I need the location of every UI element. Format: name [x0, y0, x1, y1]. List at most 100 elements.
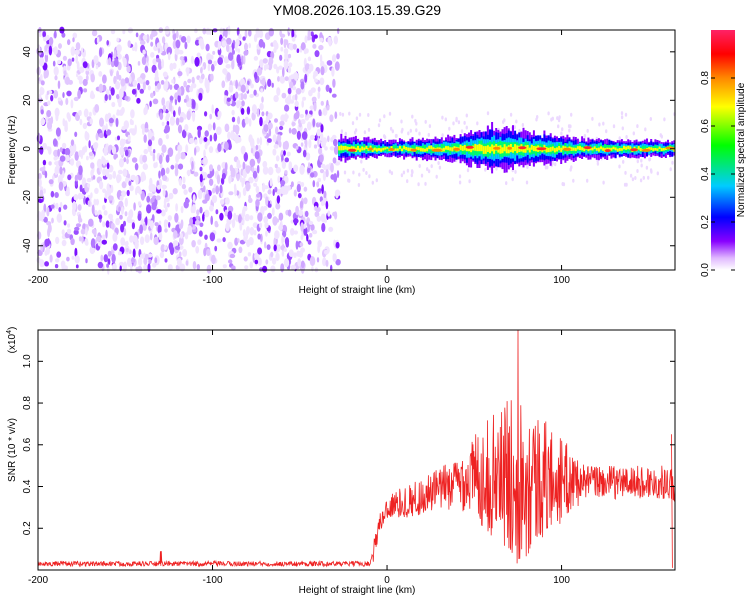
snr-y-tick-label: 1.0 — [22, 354, 33, 368]
heatmap-cell — [174, 212, 179, 223]
heatmap-cell — [440, 144, 443, 153]
heatmap-cell — [463, 144, 466, 151]
heatmap-cell — [183, 80, 187, 88]
heatmap-cell — [66, 186, 70, 194]
heatmap-cell — [39, 32, 42, 38]
heatmap-cell — [243, 152, 248, 162]
heatmap-cell — [158, 154, 163, 165]
spectrogram-y-tick-label: -20 — [22, 190, 33, 205]
heatmap-cell — [52, 138, 58, 147]
heatmap-cell — [307, 113, 312, 119]
heatmap-cell — [178, 251, 182, 257]
heatmap-cell — [296, 183, 301, 193]
snr-plot-area — [38, 330, 675, 570]
heatmap-cell — [207, 63, 211, 72]
heatmap-cell — [239, 175, 243, 183]
heatmap-cell — [166, 112, 171, 119]
heatmap-cell — [157, 60, 163, 70]
heatmap-cell — [134, 163, 139, 171]
heatmap-cell — [276, 195, 281, 204]
heatmap-cell — [278, 212, 284, 221]
heatmap-cell — [119, 214, 123, 220]
heatmap-cell — [140, 123, 147, 130]
heatmap-cell — [321, 184, 324, 195]
heatmap-cell — [98, 132, 104, 138]
heatmap-cell — [311, 96, 317, 103]
heatmap-cell — [94, 104, 100, 113]
heatmap-cell — [270, 251, 274, 258]
heatmap-cell — [250, 83, 254, 89]
heatmap-cell — [266, 244, 271, 251]
heatmap-cell — [239, 78, 246, 86]
heatmap-cell — [649, 117, 652, 121]
heatmap-cell — [107, 250, 112, 257]
heatmap-cell — [319, 77, 325, 86]
heatmap-cell — [206, 52, 212, 62]
snr-frame — [37, 329, 676, 571]
colorbar: 0.0 0.2 0.4 0.6 0.8 Normalized spectral ampl… — [700, 30, 747, 277]
heatmap-cell — [319, 154, 324, 163]
heatmap-cell — [97, 261, 104, 269]
heatmap-cell — [258, 30, 264, 38]
heatmap-cell — [116, 94, 120, 100]
heatmap-cell — [265, 63, 270, 70]
heatmap-cell — [116, 37, 120, 42]
heatmap-cell — [82, 122, 88, 130]
heatmap-cell — [277, 175, 281, 184]
heatmap-cell — [124, 197, 128, 207]
heatmap-cell — [40, 80, 45, 86]
heatmap-cell — [631, 177, 635, 182]
heatmap-cell — [254, 252, 260, 261]
heatmap-cell — [214, 220, 218, 226]
heatmap-cell — [648, 157, 652, 162]
heatmap-cell — [208, 178, 214, 186]
heatmap-cell — [67, 114, 72, 122]
heatmap-cell — [438, 165, 442, 170]
spectrogram-frame — [37, 29, 676, 271]
heatmap-cell — [234, 124, 240, 134]
heatmap-cell — [209, 164, 213, 172]
heatmap-cell — [231, 59, 235, 70]
heatmap-cell — [602, 180, 605, 185]
heatmap-cell — [386, 146, 389, 149]
heatmap-cell — [395, 133, 398, 138]
heatmap-cell — [101, 155, 105, 164]
heatmap-cell — [365, 146, 368, 154]
heatmap-cell — [518, 145, 521, 152]
heatmap-cell — [419, 147, 422, 152]
heatmap-cell — [52, 175, 55, 181]
heatmap-cell — [267, 189, 272, 195]
spectrogram-x-ticks: -200 -100 0 100 — [28, 30, 570, 286]
heatmap-cell — [463, 120, 466, 125]
heatmap-cell — [258, 59, 264, 68]
heatmap-cell — [637, 146, 640, 150]
heatmap-cell — [430, 164, 433, 169]
heatmap-cell — [380, 148, 383, 152]
heatmap-cell — [428, 145, 431, 150]
heatmap-cell — [53, 46, 58, 55]
heatmap-cell — [112, 170, 117, 179]
heatmap-cell — [195, 219, 201, 226]
heatmap-cell — [191, 240, 196, 248]
heatmap-cell — [76, 61, 80, 71]
heatmap-cell — [271, 82, 274, 88]
heatmap-cell — [209, 113, 213, 120]
heatmap-cell — [179, 56, 184, 61]
heatmap-cell — [192, 194, 196, 204]
heatmap-cell — [334, 111, 338, 119]
heatmap-cell — [48, 146, 52, 155]
heatmap-cell — [262, 205, 268, 211]
heatmap-cell — [328, 38, 333, 47]
heatmap-cell — [131, 128, 137, 136]
heatmap-cell — [121, 191, 127, 197]
heatmap-cell — [326, 105, 330, 111]
heatmap-cell — [124, 95, 129, 101]
heatmap-cell — [266, 138, 272, 143]
heatmap-cell — [377, 123, 381, 128]
heatmap-cell — [146, 55, 149, 63]
heatmap-cell — [512, 146, 514, 153]
heatmap-cell — [591, 116, 594, 121]
heatmap-cell — [586, 128, 589, 133]
heatmap-cell — [203, 137, 208, 142]
heatmap-cell — [229, 164, 234, 172]
